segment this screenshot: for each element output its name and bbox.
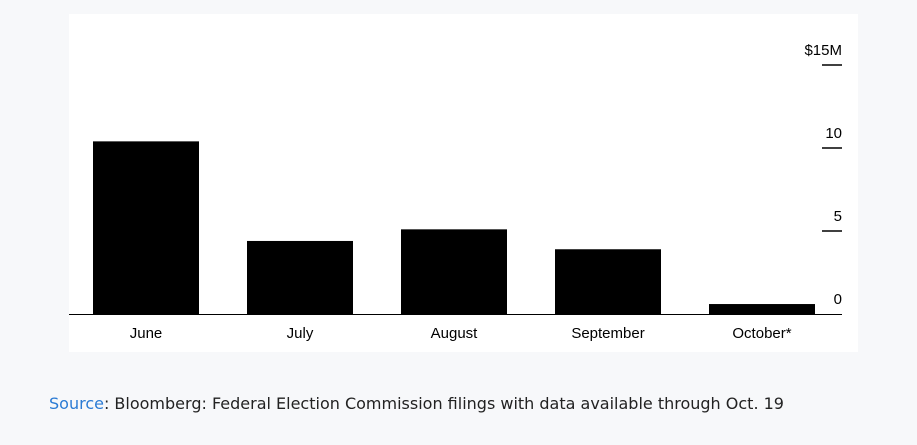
source-note: Source: Bloomberg: Federal Election Comm… <box>49 394 784 413</box>
y-tick-label-0: 0 <box>834 291 842 308</box>
source-text: : Bloomberg: Federal Election Commission… <box>103 394 784 413</box>
bar-4 <box>709 304 815 314</box>
category-label-4: October* <box>732 325 791 342</box>
source-link[interactable]: Source <box>49 394 104 413</box>
chart-container: June July August September October* 0 5 10 $15M <box>69 14 858 352</box>
y-tick-label-2: 10 <box>825 125 842 142</box>
category-label-1: July <box>287 325 314 342</box>
y-tick-label-1: 5 <box>834 208 842 225</box>
category-label-0: June <box>130 325 163 342</box>
bar-0 <box>93 141 199 314</box>
bar-1 <box>247 240 353 314</box>
bar-3 <box>555 249 661 314</box>
bar-2 <box>401 229 507 314</box>
bar-chart: June July August September October* 0 5 10 $15M <box>69 42 842 342</box>
y-tick-label-3: $15M <box>804 42 842 59</box>
category-label-3: September <box>571 325 644 342</box>
category-label-2: August <box>431 325 479 342</box>
